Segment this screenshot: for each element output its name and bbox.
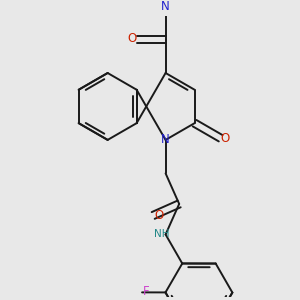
Text: N: N	[161, 134, 170, 146]
Text: NH: NH	[154, 230, 170, 239]
Text: O: O	[127, 32, 136, 45]
Text: F: F	[143, 284, 149, 298]
Text: O: O	[154, 209, 163, 222]
Text: O: O	[221, 132, 230, 145]
Text: N: N	[161, 0, 170, 13]
